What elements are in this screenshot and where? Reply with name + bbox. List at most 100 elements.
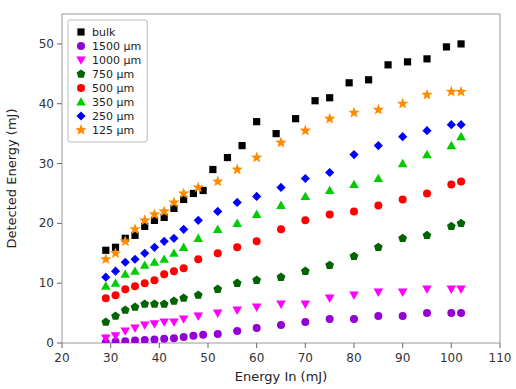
point	[158, 205, 169, 216]
point	[131, 303, 140, 311]
point	[373, 104, 384, 115]
x-tick	[451, 343, 452, 348]
point	[160, 270, 168, 278]
point	[131, 282, 139, 290]
series	[101, 132, 466, 290]
point	[209, 166, 216, 173]
point	[349, 180, 359, 188]
point	[324, 113, 335, 124]
series	[101, 286, 466, 343]
point	[457, 177, 465, 185]
point	[457, 40, 464, 47]
legend-label: 250 μm	[92, 110, 134, 123]
y-tick-label: 10	[39, 276, 54, 290]
point	[301, 174, 310, 183]
x-tick-label: 50	[200, 351, 215, 365]
point	[326, 94, 333, 101]
legend-swatch	[75, 124, 86, 135]
point	[232, 307, 242, 315]
legend-label: 1500 μm	[92, 40, 141, 53]
point	[180, 333, 188, 341]
point	[423, 309, 431, 317]
point	[399, 312, 407, 320]
point	[141, 336, 149, 343]
y-tick	[57, 343, 62, 344]
legend-label: 125 μm	[92, 124, 134, 137]
point	[179, 315, 189, 323]
point	[111, 332, 121, 340]
y-tick	[57, 103, 62, 104]
x-tick-label: 110	[489, 351, 512, 365]
point	[170, 334, 178, 342]
point	[253, 324, 261, 332]
x-tick	[62, 343, 63, 348]
point	[168, 196, 179, 207]
y-tick-label: 20	[39, 216, 54, 230]
point	[121, 258, 130, 267]
point	[233, 198, 242, 207]
point	[140, 321, 150, 329]
x-tick-label: 20	[54, 351, 69, 365]
points	[100, 40, 467, 343]
chart: 203040506070809010011001020304050Energy …	[0, 0, 516, 389]
point	[199, 331, 207, 339]
point	[233, 243, 241, 251]
point	[193, 181, 204, 192]
point	[252, 210, 262, 218]
point	[292, 115, 299, 122]
point	[130, 255, 139, 264]
point	[398, 132, 407, 141]
point	[422, 286, 432, 294]
point	[102, 294, 110, 302]
point	[455, 86, 466, 97]
point	[350, 207, 358, 215]
point	[456, 120, 465, 129]
point	[348, 107, 359, 118]
x-tick	[110, 343, 111, 348]
point	[423, 189, 431, 197]
legend-label: 750 μm	[92, 68, 134, 81]
point	[252, 276, 261, 284]
point	[276, 201, 286, 209]
y-tick	[57, 283, 62, 284]
point	[100, 253, 111, 264]
legend-label: bulk	[92, 26, 116, 39]
point	[150, 276, 158, 284]
point	[350, 252, 359, 260]
legend-swatch	[77, 42, 85, 50]
point	[214, 249, 222, 257]
point	[374, 243, 383, 251]
point	[141, 279, 149, 287]
point	[446, 86, 457, 97]
point	[456, 132, 466, 140]
point	[112, 291, 120, 299]
point	[311, 97, 318, 104]
point	[398, 289, 408, 297]
point	[150, 320, 160, 328]
point	[252, 192, 261, 201]
point	[374, 201, 382, 209]
point	[326, 210, 334, 218]
point	[447, 180, 455, 188]
legend: bulk1500 μm1000 μm750 μm500 μm350 μm250 …	[68, 20, 147, 142]
point	[212, 175, 223, 186]
point	[374, 289, 384, 297]
x-tick	[256, 343, 257, 348]
legend-item: bulk	[77, 26, 116, 39]
legend-swatch	[76, 111, 85, 120]
y-tick-label: 30	[39, 157, 54, 171]
point	[121, 306, 130, 314]
legend-label: 350 μm	[92, 96, 134, 109]
point	[169, 248, 179, 256]
point	[121, 285, 129, 293]
series	[101, 219, 465, 326]
point	[213, 285, 222, 293]
y-tick-label: 50	[39, 37, 54, 51]
point	[231, 164, 242, 175]
point	[374, 141, 383, 150]
point	[277, 225, 285, 233]
point	[233, 279, 242, 287]
point	[423, 55, 430, 62]
point	[130, 266, 140, 274]
x-tick	[208, 343, 209, 348]
